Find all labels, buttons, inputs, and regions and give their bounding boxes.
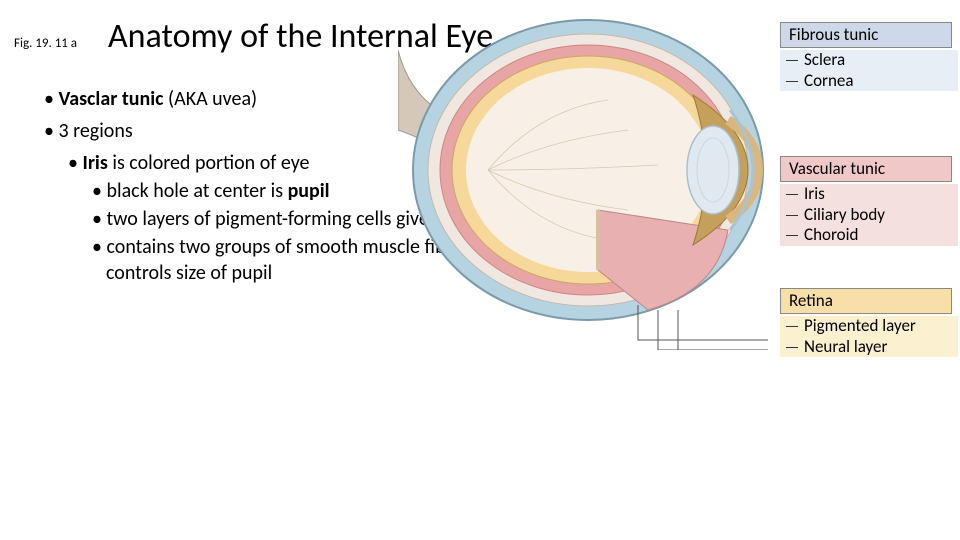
legend-header: Retina (780, 288, 952, 314)
legend-fibrous: Fibrous tunic Sclera Cornea (780, 22, 958, 91)
legend-vascular: Vascular tunic Iris Ciliary body Choroid (780, 156, 958, 246)
slide: Fig. 19. 11 a Anatomy of the Internal Ey… (0, 0, 960, 540)
legend-retina: Retina Pigmented layer Neural layer (780, 288, 958, 357)
leader-lines (638, 305, 768, 350)
legend-item: Ciliary body (780, 205, 958, 225)
eye-diagram (398, 10, 768, 350)
legend-item: Cornea (780, 71, 958, 91)
legend-item: Sclera (780, 50, 958, 70)
legend-item: Pigmented layer (780, 316, 958, 336)
legend-item: Choroid (780, 225, 958, 245)
figure-label: Fig. 19. 11 a (14, 36, 77, 51)
legend-header: Vascular tunic (780, 156, 952, 182)
legend-item: Neural layer (780, 337, 958, 357)
legend-item: Iris (780, 184, 958, 204)
legend-header: Fibrous tunic (780, 22, 952, 48)
lens (687, 126, 739, 214)
